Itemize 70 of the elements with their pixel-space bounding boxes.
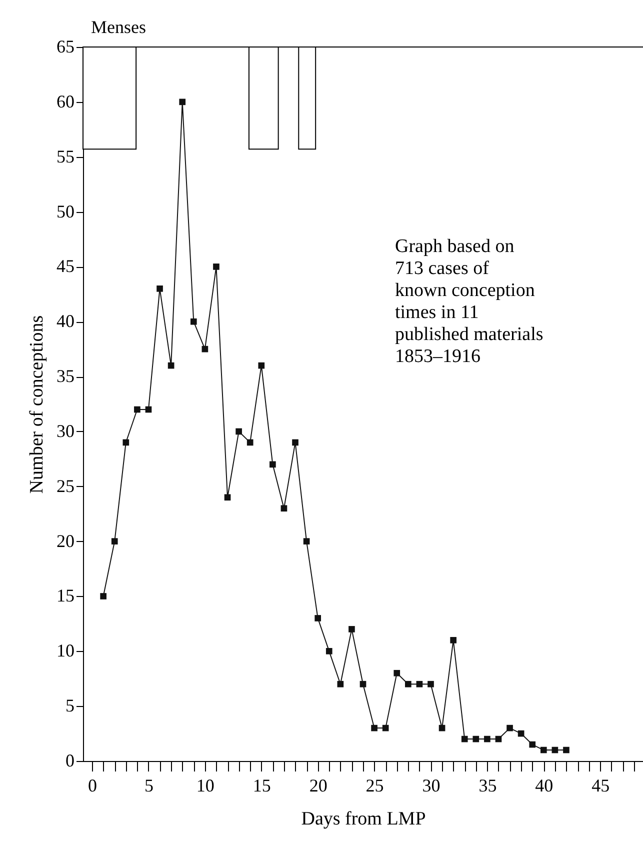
- band-label: Menses: [91, 17, 146, 37]
- point: [394, 670, 400, 676]
- point: [292, 439, 298, 446]
- x-tick-label: 35: [478, 776, 497, 796]
- point: [326, 648, 332, 654]
- point: [472, 736, 480, 742]
- point: [224, 494, 231, 501]
- point: [134, 406, 140, 413]
- y-tick-label: 45: [56, 256, 74, 276]
- point: [360, 680, 366, 688]
- y-tick-label: 55: [56, 146, 74, 166]
- y-axis-title: Number of conceptions: [26, 315, 48, 494]
- point: [428, 680, 434, 688]
- point: [122, 439, 130, 446]
- x-tick-label: 30: [422, 776, 440, 796]
- point: [145, 406, 152, 413]
- x-tick-label: 15: [252, 776, 271, 796]
- x-axis-title: Days from LMP: [301, 808, 426, 830]
- point: [258, 362, 265, 369]
- point: [270, 461, 276, 468]
- x-tick-label: 40: [535, 776, 554, 796]
- point: [450, 637, 456, 644]
- point: [518, 730, 524, 737]
- y-tick-label: 0: [66, 750, 74, 770]
- annotation: Graph based on 713 cases of known conception times in 11 published materials 1853–1916: [395, 236, 544, 367]
- point: [303, 538, 310, 544]
- point: [100, 593, 106, 600]
- y-tick-label: 25: [56, 476, 74, 496]
- point: [484, 736, 490, 742]
- point: [506, 724, 513, 732]
- y-tick-label: 40: [56, 311, 74, 332]
- y-tick-label: 35: [56, 366, 74, 386]
- point: [529, 741, 536, 748]
- y-tick-label: 30: [56, 420, 74, 441]
- point: [540, 746, 547, 754]
- point: [382, 724, 389, 732]
- y-tick-label: 50: [56, 201, 74, 222]
- x-tick-label: 5: [144, 776, 154, 796]
- y-tick-label: 15: [56, 586, 74, 606]
- point: [371, 724, 378, 732]
- point: [213, 264, 220, 270]
- x-tick-label: 10: [196, 776, 214, 796]
- y-tick-label: 65: [56, 36, 74, 56]
- y-tick-label: 10: [56, 640, 74, 661]
- x-tick-label: 20: [309, 776, 328, 796]
- point: [246, 439, 254, 446]
- point: [495, 736, 502, 742]
- y-tick-label: 20: [56, 530, 74, 551]
- x-tick-label: 45: [592, 776, 610, 796]
- point: [314, 615, 321, 622]
- point: [156, 286, 163, 292]
- point: [416, 680, 423, 688]
- point: [438, 724, 446, 732]
- point: [111, 538, 118, 544]
- point: [461, 736, 468, 742]
- y-tick-label: 60: [56, 91, 74, 112]
- point: [236, 428, 242, 435]
- point: [337, 680, 344, 688]
- y-tick-label: 5: [66, 696, 74, 716]
- point: [202, 346, 208, 352]
- point: [348, 626, 355, 632]
- point: [190, 318, 197, 325]
- point: [552, 746, 558, 754]
- point: [280, 505, 288, 512]
- point: [563, 746, 570, 754]
- x-tick-label: 0: [88, 776, 98, 796]
- point: [405, 680, 412, 688]
- x-tick-label: 25: [366, 776, 384, 796]
- point: [168, 362, 174, 369]
- point: [179, 98, 186, 106]
